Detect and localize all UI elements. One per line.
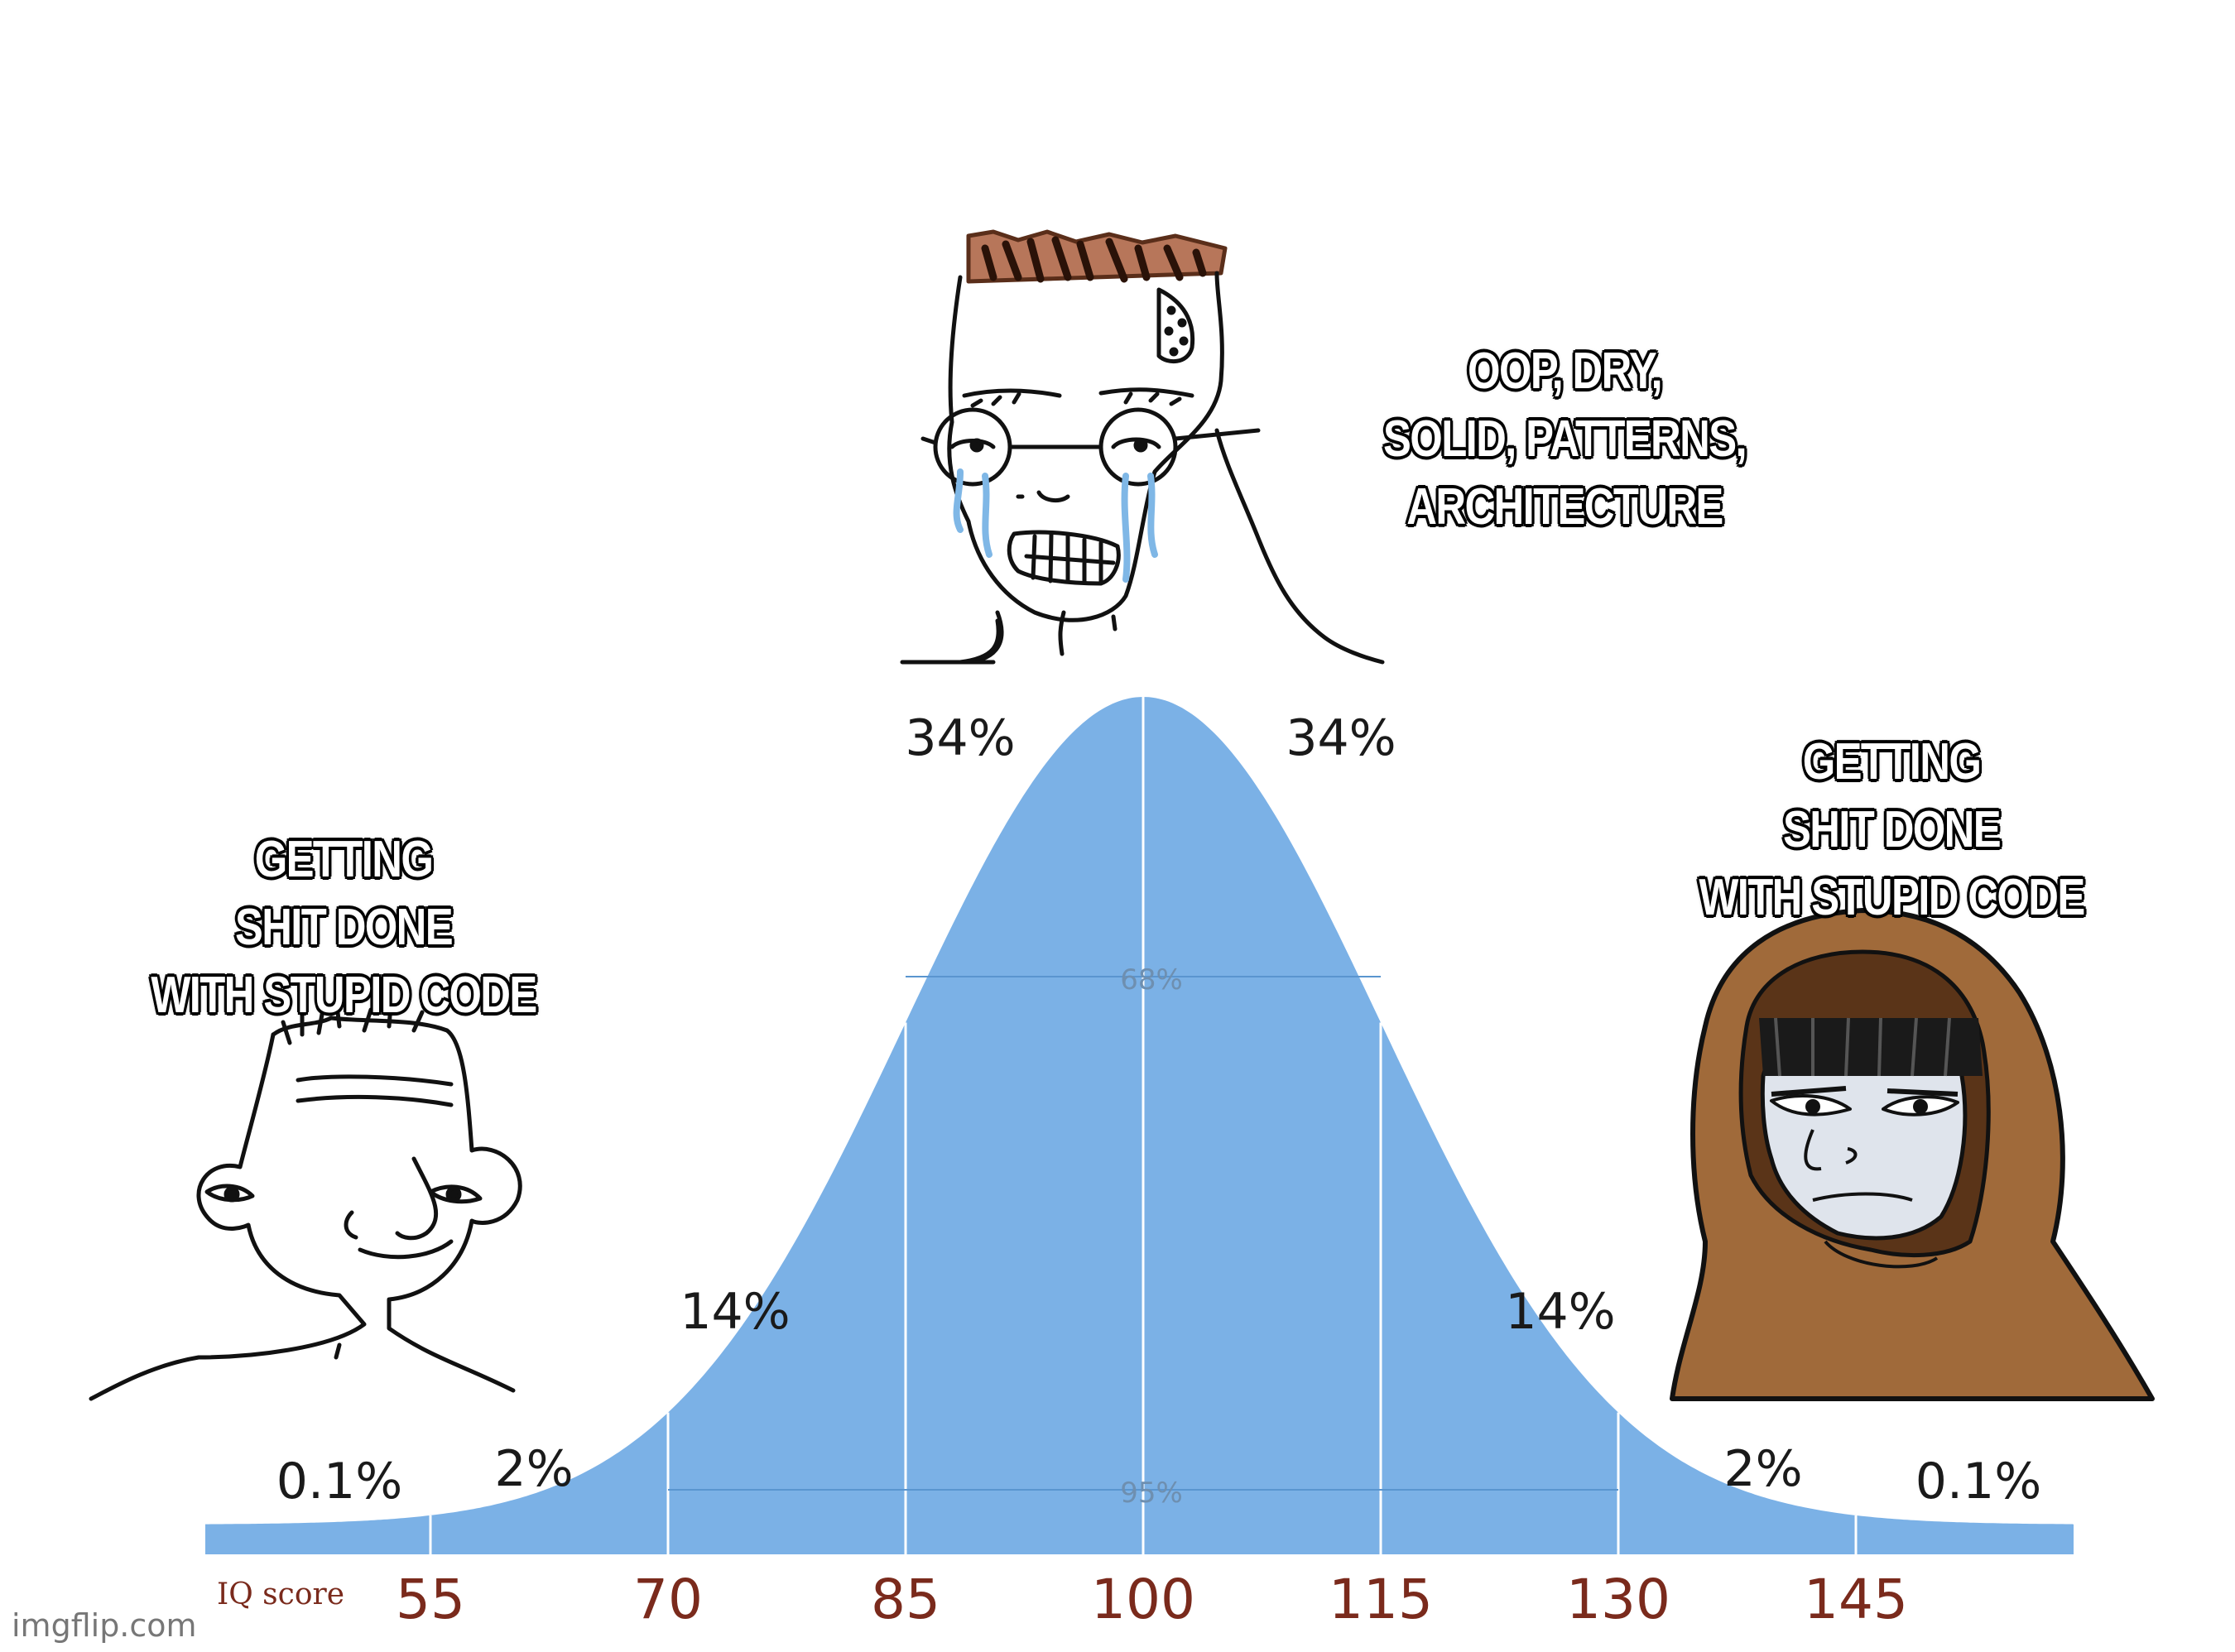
x-tick-label-115: 115 <box>1329 1568 1433 1631</box>
caption-right-line-1: GETTING <box>1802 733 1982 790</box>
region-label-5: 34% <box>1286 709 1396 767</box>
caption-middle-line-1: OOP, DRY, <box>1468 343 1663 400</box>
caption-middle: OOP, DRY, SOLID, PATTERNS, ARCHITECTURE <box>1348 338 1782 541</box>
x-tick-label-130: 130 <box>1566 1568 1670 1631</box>
caption-left: GETTING SHIT DONE WITH STUPID CODE <box>140 826 547 1030</box>
caption-left-line-2: SHIT DONE <box>234 899 454 956</box>
imgflip-watermark: imgflip.com <box>12 1607 197 1644</box>
distribution-area <box>205 697 2074 1554</box>
region-label-8: 0.1% <box>1915 1453 2041 1510</box>
x-tick-label-70: 70 <box>633 1568 703 1631</box>
caption-right-line-3: WITH STUPID CODE <box>1699 869 2085 926</box>
caption-middle-line-3: ARCHITECTURE <box>1406 478 1723 535</box>
x-tick-label-145: 145 <box>1804 1568 1908 1631</box>
interval-label-1: 68% <box>1120 963 1183 996</box>
x-tick-label-85: 85 <box>871 1568 940 1631</box>
caption-right: GETTING SHIT DONE WITH STUPID CODE <box>1688 728 2095 932</box>
caption-right-line-2: SHIT DONE <box>1782 801 2002 858</box>
region-label-6: 14% <box>1505 1283 1615 1341</box>
region-label-7: 2% <box>1723 1440 1802 1498</box>
x-tick-label-55: 55 <box>396 1568 465 1631</box>
simple-wojak-icon <box>89 1003 522 1401</box>
x-axis-label: IQ score <box>217 1578 344 1611</box>
region-label-1: 0.1% <box>276 1453 402 1510</box>
region-label-3: 14% <box>680 1283 790 1341</box>
region-label-4: 34% <box>905 709 1015 767</box>
x-tick-label-100: 100 <box>1091 1568 1195 1631</box>
region-label-2: 2% <box>494 1440 573 1498</box>
caption-left-line-1: GETTING <box>254 831 434 888</box>
caption-left-line-3: WITH STUPID CODE <box>151 967 537 1024</box>
interval-label-2: 95% <box>1120 1477 1183 1510</box>
crying-nerd-wojak-icon <box>900 229 1385 665</box>
hooded-monk-wojak-icon <box>1670 908 2155 1401</box>
caption-middle-line-2: SOLID, PATTERNS, <box>1383 411 1747 468</box>
